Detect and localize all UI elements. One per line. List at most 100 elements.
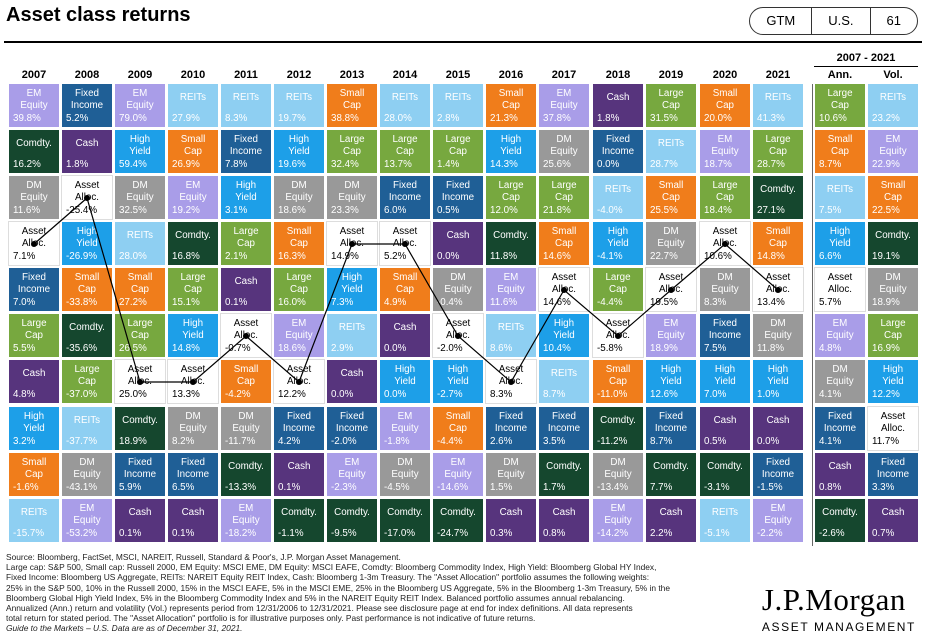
return-value: 32.5% xyxy=(119,205,147,216)
asset-class-label: Asset Alloc. xyxy=(880,411,906,434)
asset-class-label: Large Cap xyxy=(765,134,791,157)
return-cell: Asset Alloc. 25.0% xyxy=(114,359,166,404)
asset-class-label: Comdty. xyxy=(600,415,636,426)
return-value: 11.6% xyxy=(13,205,41,216)
return-value: 13.7% xyxy=(384,159,412,170)
return-cell: Comdty. -35.6% xyxy=(62,314,112,357)
page-title: Asset class returns xyxy=(6,4,191,26)
asset-class-label: Small Cap xyxy=(445,411,471,434)
return-value: -11.7% xyxy=(225,436,256,447)
return-cell: EM Equity -53.2% xyxy=(62,499,112,542)
asset-class-label: High Yield xyxy=(341,272,363,295)
return-cell: Comdty. -2.6% xyxy=(815,499,865,542)
return-value: -2.0% xyxy=(331,436,357,447)
return-value: 8.3% xyxy=(225,113,248,124)
asset-class-label: High Yield xyxy=(288,134,310,157)
return-value: 19.6% xyxy=(278,159,306,170)
asset-class-label: Fixed Income xyxy=(494,411,528,434)
asset-class-label: Cash xyxy=(287,461,311,472)
asset-class-label: Cash xyxy=(659,507,683,518)
return-cell: Asset Alloc. 14.9% xyxy=(326,221,378,266)
return-cell: Comdty. -17.0% xyxy=(380,499,430,542)
asset-class-label: Small Cap xyxy=(765,226,791,249)
return-cell: High Yield 6.6% xyxy=(815,222,865,265)
return-value: -25.4% xyxy=(66,205,98,216)
asset-class-label: Large Cap xyxy=(21,318,47,341)
asset-class-label: Large Cap xyxy=(712,180,738,203)
logo-sub: ASSET MANAGEMENT xyxy=(761,620,916,634)
return-cell: High Yield 14.8% xyxy=(168,314,218,357)
asset-class-label: High Yield xyxy=(394,364,416,387)
return-value: -35.6% xyxy=(66,343,98,354)
return-value: -24.7% xyxy=(437,528,469,539)
return-cell: Small Cap -33.8% xyxy=(62,268,112,311)
return-value: 6.5% xyxy=(172,482,195,493)
asset-class-label: Fixed Income xyxy=(229,134,263,157)
asset-class-label: Large Cap xyxy=(551,180,577,203)
asset-class-label: Asset Alloc. xyxy=(21,226,47,249)
return-value: -1.6% xyxy=(13,482,39,493)
return-value: 19.2% xyxy=(172,205,200,216)
asset-class-label: Cash xyxy=(128,507,152,518)
return-cell: Cash 1.8% xyxy=(62,130,112,173)
return-cell: Cash 0.1% xyxy=(221,268,271,311)
return-cell: High Yield 1.0% xyxy=(753,360,803,403)
asset-class-label: Fixed Income xyxy=(176,457,210,480)
return-cell: Small Cap -11.0% xyxy=(593,360,643,403)
return-cell: Small Cap -4.4% xyxy=(433,407,483,450)
return-cell: DM Equity -43.1% xyxy=(62,453,112,496)
return-value: 16.8% xyxy=(172,251,200,262)
asset-class-label: EM Equity xyxy=(20,88,48,111)
asset-class-label: High Yield xyxy=(76,226,98,249)
return-value: 2.9% xyxy=(331,343,354,354)
return-value: 11.6% xyxy=(490,297,518,308)
asset-class-label: Large Cap xyxy=(445,134,471,157)
asset-class-label: EM Equity xyxy=(232,503,260,526)
return-value: 1.8% xyxy=(66,159,89,170)
asset-class-label: Large Cap xyxy=(658,88,684,111)
asset-class-label: EM Equity xyxy=(126,88,154,111)
asset-class-label: EM Equity xyxy=(285,318,313,341)
return-cell: Asset Alloc. -25.4% xyxy=(61,175,113,220)
return-cell: Large Cap 2.1% xyxy=(221,222,271,265)
asset-class-label: Large Cap xyxy=(127,318,153,341)
tag-region: U.S. xyxy=(811,8,869,34)
return-cell: DM Equity 1.5% xyxy=(486,453,536,496)
return-cell: Fixed Income 5.2% xyxy=(62,84,112,127)
return-value: 5.9% xyxy=(119,482,142,493)
return-cell: Comdty. 27.1% xyxy=(753,176,803,219)
source-notes: Source: Bloomberg, FactSet, MSCI, NAREIT… xyxy=(6,552,766,634)
return-value: 27.9% xyxy=(172,113,200,124)
asset-class-label: High Yield xyxy=(714,364,736,387)
return-value: 28.7% xyxy=(650,159,678,170)
return-value: 10.6% xyxy=(819,113,847,124)
asset-class-label: Small Cap xyxy=(74,272,100,295)
return-cell: DM Equity 25.6% xyxy=(539,130,589,173)
return-value: -4.5% xyxy=(384,482,410,493)
return-value: 14.9% xyxy=(331,251,359,262)
asset-class-label: Cash xyxy=(181,507,205,518)
asset-class-label: Large Cap xyxy=(339,134,365,157)
return-value: 1.8% xyxy=(597,113,620,124)
asset-class-label: Small Cap xyxy=(605,364,631,387)
return-cell: REITs 8.7% xyxy=(539,360,589,403)
return-cell: REITs 23.2% xyxy=(868,84,918,127)
asset-class-label: Large Cap xyxy=(233,226,259,249)
return-value: 8.3% xyxy=(704,297,727,308)
return-cell: Small Cap 38.8% xyxy=(327,84,377,127)
asset-class-label: REITs xyxy=(550,368,578,379)
asset-class-label: High Yield xyxy=(607,226,629,249)
return-value: 18.7% xyxy=(704,159,732,170)
return-value: -4.0% xyxy=(597,205,623,216)
return-cell: Small Cap 8.7% xyxy=(815,130,865,173)
return-value: 12.6% xyxy=(650,389,678,400)
asset-class-label: High Yield xyxy=(235,180,257,203)
asset-class-label: REITs xyxy=(879,92,907,103)
return-cell: Large Cap 13.7% xyxy=(380,130,430,173)
return-value: -4.4% xyxy=(437,436,463,447)
asset-class-label: Fixed Income xyxy=(876,457,910,480)
return-value: -13.4% xyxy=(597,482,629,493)
asset-class-label: EM Equity xyxy=(879,134,907,157)
return-cell: Small Cap 26.9% xyxy=(168,130,218,173)
return-value: -15.7% xyxy=(13,528,45,539)
